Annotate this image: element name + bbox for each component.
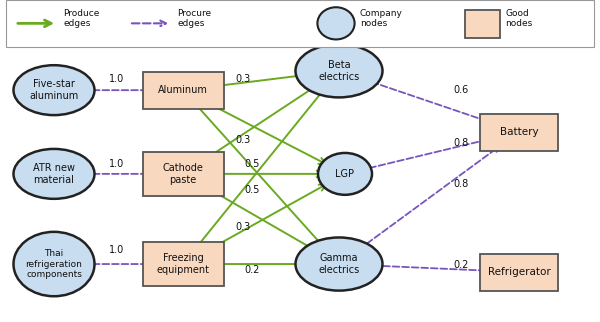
Text: 1.0: 1.0 bbox=[109, 159, 125, 169]
Text: 0.2: 0.2 bbox=[453, 260, 469, 270]
FancyBboxPatch shape bbox=[143, 72, 223, 109]
Text: Freezing
equipment: Freezing equipment bbox=[157, 253, 209, 275]
FancyBboxPatch shape bbox=[143, 152, 223, 195]
Text: Beta
electrics: Beta electrics bbox=[319, 60, 359, 82]
Text: 0.3: 0.3 bbox=[235, 74, 250, 84]
Ellipse shape bbox=[14, 65, 95, 115]
Text: 1.0: 1.0 bbox=[109, 244, 125, 255]
Text: 0.2: 0.2 bbox=[245, 264, 260, 275]
Ellipse shape bbox=[14, 149, 95, 199]
Text: 0.8: 0.8 bbox=[453, 178, 468, 189]
Text: Five-star
aluminum: Five-star aluminum bbox=[29, 79, 79, 101]
Text: LGP: LGP bbox=[335, 169, 355, 179]
Text: Refrigerator: Refrigerator bbox=[488, 267, 550, 277]
Ellipse shape bbox=[295, 44, 383, 98]
Ellipse shape bbox=[318, 153, 372, 195]
Text: Thai
refrigeration
components: Thai refrigeration components bbox=[26, 249, 82, 279]
FancyBboxPatch shape bbox=[6, 0, 594, 47]
Text: 0.8: 0.8 bbox=[453, 138, 468, 148]
Text: ATR new
material: ATR new material bbox=[33, 163, 75, 185]
Text: 0.3: 0.3 bbox=[235, 135, 250, 145]
Text: Gamma
electrics: Gamma electrics bbox=[319, 253, 359, 275]
Text: Procure
edges: Procure edges bbox=[177, 9, 211, 28]
Text: 0.5: 0.5 bbox=[245, 159, 260, 169]
FancyBboxPatch shape bbox=[465, 11, 500, 38]
FancyBboxPatch shape bbox=[480, 114, 558, 151]
Ellipse shape bbox=[14, 232, 95, 296]
Text: Battery: Battery bbox=[500, 127, 538, 137]
Text: Good
nodes: Good nodes bbox=[505, 9, 532, 28]
Ellipse shape bbox=[317, 7, 355, 40]
Ellipse shape bbox=[295, 238, 383, 290]
Text: Produce
edges: Produce edges bbox=[63, 9, 100, 28]
Text: 0.5: 0.5 bbox=[245, 185, 260, 195]
FancyBboxPatch shape bbox=[480, 254, 558, 290]
Text: Cathode
paste: Cathode paste bbox=[163, 163, 203, 185]
Text: 0.6: 0.6 bbox=[453, 85, 468, 95]
Text: Aluminum: Aluminum bbox=[158, 85, 208, 95]
FancyBboxPatch shape bbox=[143, 242, 223, 286]
Text: 1.0: 1.0 bbox=[109, 74, 125, 84]
Text: 0.3: 0.3 bbox=[235, 222, 250, 232]
Text: Company
nodes: Company nodes bbox=[360, 9, 403, 28]
